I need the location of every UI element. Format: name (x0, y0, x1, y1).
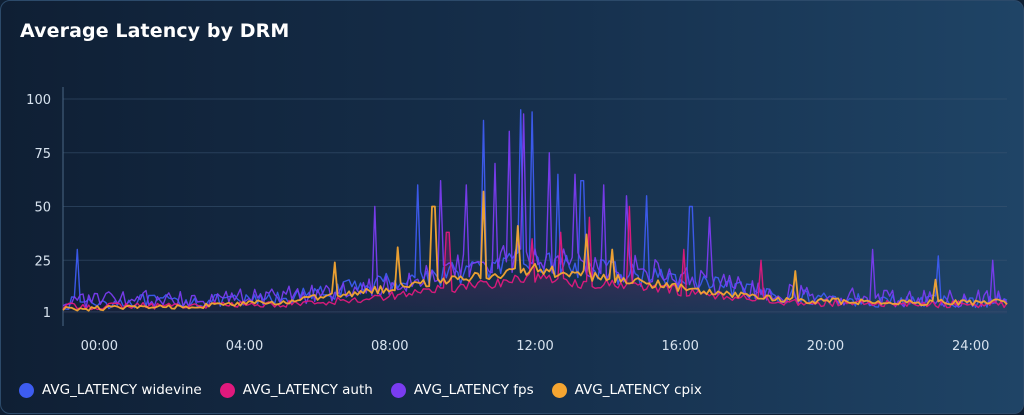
chart-legend: AVG_LATENCY widevine AVG_LATENCY auth AV… (19, 380, 720, 400)
x-tick-label: 12:00 (516, 339, 553, 354)
legend-label: AVG_LATENCY fps (413, 382, 534, 398)
x-tick-label: 00:00 (81, 339, 118, 354)
legend-swatch (19, 382, 34, 398)
tick-labels: 1 25 50 75 100 00:00 04:00 08:00 12:00 16:00 20:00… (26, 93, 989, 354)
series-lines (62, 109, 1008, 312)
y-tick-label: 1 (43, 306, 51, 321)
legend-item-cpix[interactable]: AVG_LATENCY cpix (551, 382, 702, 398)
legend-label: AVG_LATENCY auth (242, 382, 373, 398)
legend-label: AVG_LATENCY widevine (42, 382, 202, 398)
x-tick-label: 24:00 (952, 339, 989, 354)
series-line-widevine (62, 109, 1008, 310)
legend-swatch (551, 382, 567, 398)
legend-item-auth[interactable]: AVG_LATENCY auth (219, 382, 373, 398)
legend-swatch (390, 382, 406, 398)
x-tick-label: 08:00 (371, 339, 408, 354)
series-line-cpix (62, 190, 1008, 312)
x-tick-label: 16:00 (661, 339, 698, 354)
x-tick-label: 20:00 (807, 339, 844, 354)
x-tick-label: 04:00 (226, 339, 263, 354)
legend-item-fps[interactable]: AVG_LATENCY fps (390, 382, 534, 398)
y-tick-label: 100 (26, 93, 51, 108)
legend-label: AVG_LATENCY cpix (574, 382, 702, 398)
y-tick-label: 75 (34, 147, 51, 162)
legend-item-widevine[interactable]: AVG_LATENCY widevine (19, 382, 202, 398)
chart-title: Average Latency by DRM (20, 20, 290, 42)
series-line-fps (62, 113, 1008, 310)
y-tick-label: 50 (34, 201, 51, 216)
legend-swatch (219, 382, 235, 398)
y-tick-label: 25 (34, 254, 51, 269)
